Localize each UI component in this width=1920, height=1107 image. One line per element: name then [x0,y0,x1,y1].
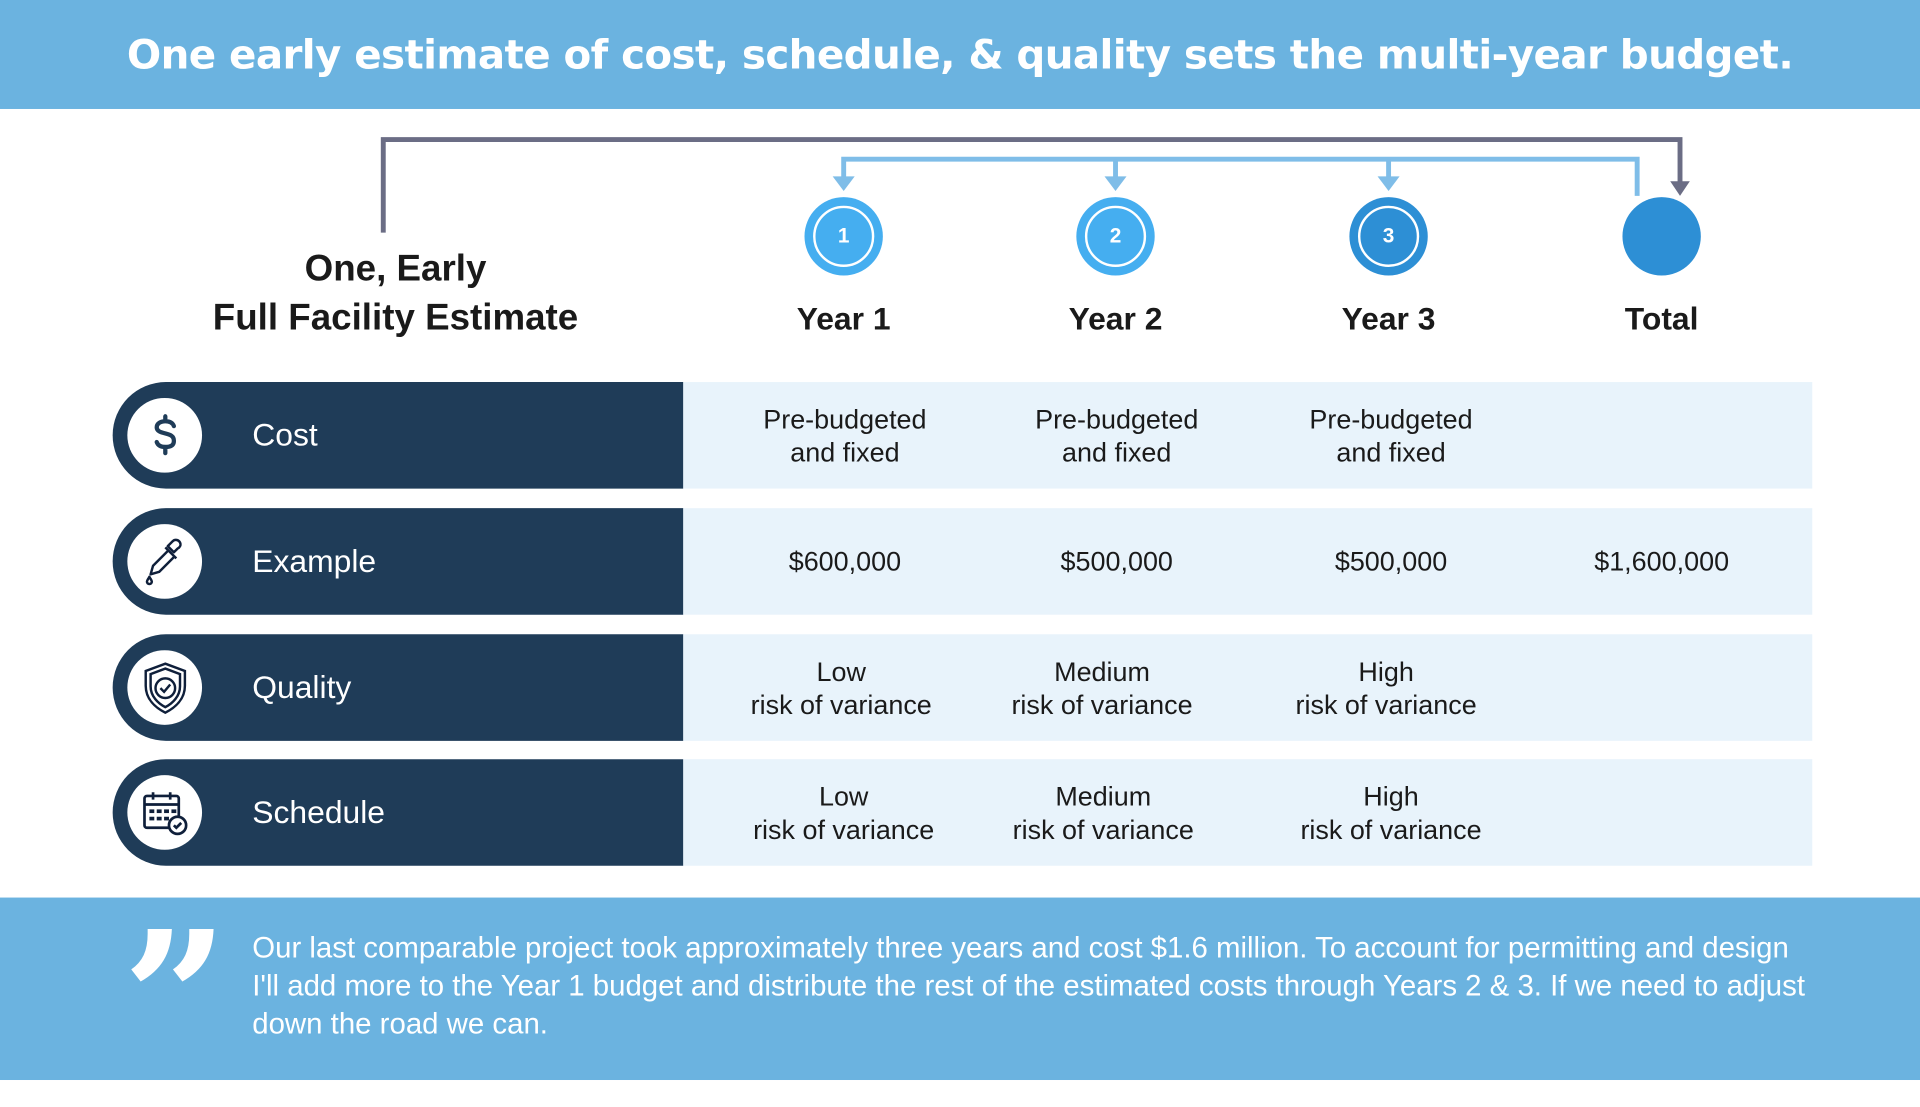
column-year-2: 2 Year 2 [993,197,1238,338]
estimate-heading: One, Early Full Facility Estimate [151,245,641,343]
row-label: Cost [252,416,318,454]
year3-arrow-icon [1377,176,1400,192]
cell-year-3: High risk of variance [1300,780,1482,845]
cell-year-3: $500,000 [1334,546,1448,577]
row-label: Quality [252,668,352,706]
cell-total [1527,382,1796,489]
estimate-heading-line1: One, Early [304,248,487,289]
column-year-1: 1 Year 1 [721,197,966,338]
quote-banner: ” Our last comparable project took appro… [0,897,1920,1091]
year-3-label: Year 3 [1341,300,1436,337]
total-arrow-icon [1670,181,1690,196]
connector-lines [380,137,1690,233]
page-title: One early estimate of cost, schedule, & … [126,30,1794,79]
row-header [112,634,684,741]
row-example: Example $600,000 $500,000 $500,000 $1,60… [112,508,1813,615]
year-2-badge: 2 [1076,197,1155,276]
row-label: Example [252,542,377,580]
header-banner: One early estimate of cost, schedule, & … [0,0,1920,109]
column-total: Total [1539,197,1784,338]
cell-total [1527,759,1796,866]
total-label: Total [1624,300,1699,337]
dollar-icon [127,397,203,473]
year-1-number: 1 [813,205,875,267]
year-3-number: 3 [1357,205,1420,267]
row-schedule: Schedule Low risk of variance Medium ris… [112,759,1813,866]
quote-icon: ” [122,891,229,1107]
cell-year-2: Medium risk of variance [1011,655,1193,720]
year-1-label: Year 1 [796,300,891,337]
row-cost: Cost Pre-budgeted and fixed Pre-budgeted… [112,382,1813,489]
row-body [683,382,1813,489]
quote-text: Our last comparable project took approxi… [252,931,1805,1041]
cell-total: $1,600,000 [1594,546,1730,577]
row-header [112,382,684,489]
year-1-badge: 1 [804,197,883,276]
total-bracket-line [380,137,1683,233]
row-label: Schedule [252,793,386,831]
year-2-number: 2 [1084,205,1147,267]
cell-year-1: $600,000 [788,546,902,577]
column-year-3: 3 Year 3 [1266,197,1511,338]
estimate-heading-line2: Full Facility Estimate [212,297,579,338]
year-bracket-line [841,156,1640,196]
cell-year-1: Low risk of variance [753,780,935,845]
cell-year-3: Pre-budgeted and fixed [1309,403,1473,468]
cell-year-1: Pre-budgeted and fixed [763,403,927,468]
dropper-icon [127,524,203,599]
row-body [683,759,1813,866]
cell-total [1527,634,1796,741]
total-badge [1622,197,1701,276]
row-header [112,508,684,615]
cell-year-2: Medium risk of variance [1012,780,1194,845]
cell-year-1: Low risk of variance [750,655,932,720]
row-header [112,759,684,866]
cell-year-3: High risk of variance [1295,655,1477,720]
row-body [683,508,1813,615]
cell-year-2: $500,000 [1060,546,1173,577]
shield-check-icon [127,650,203,725]
row-quality: Quality Low risk of variance Medium risk… [112,634,1813,741]
year2-arrow-icon [1104,176,1127,192]
year-3-badge: 3 [1349,197,1428,276]
row-body [683,634,1813,741]
calendar-check-icon [127,775,203,850]
cell-year-2: Pre-budgeted and fixed [1035,403,1199,468]
year1-arrow-icon [832,176,855,192]
year-2-label: Year 2 [1068,300,1163,337]
